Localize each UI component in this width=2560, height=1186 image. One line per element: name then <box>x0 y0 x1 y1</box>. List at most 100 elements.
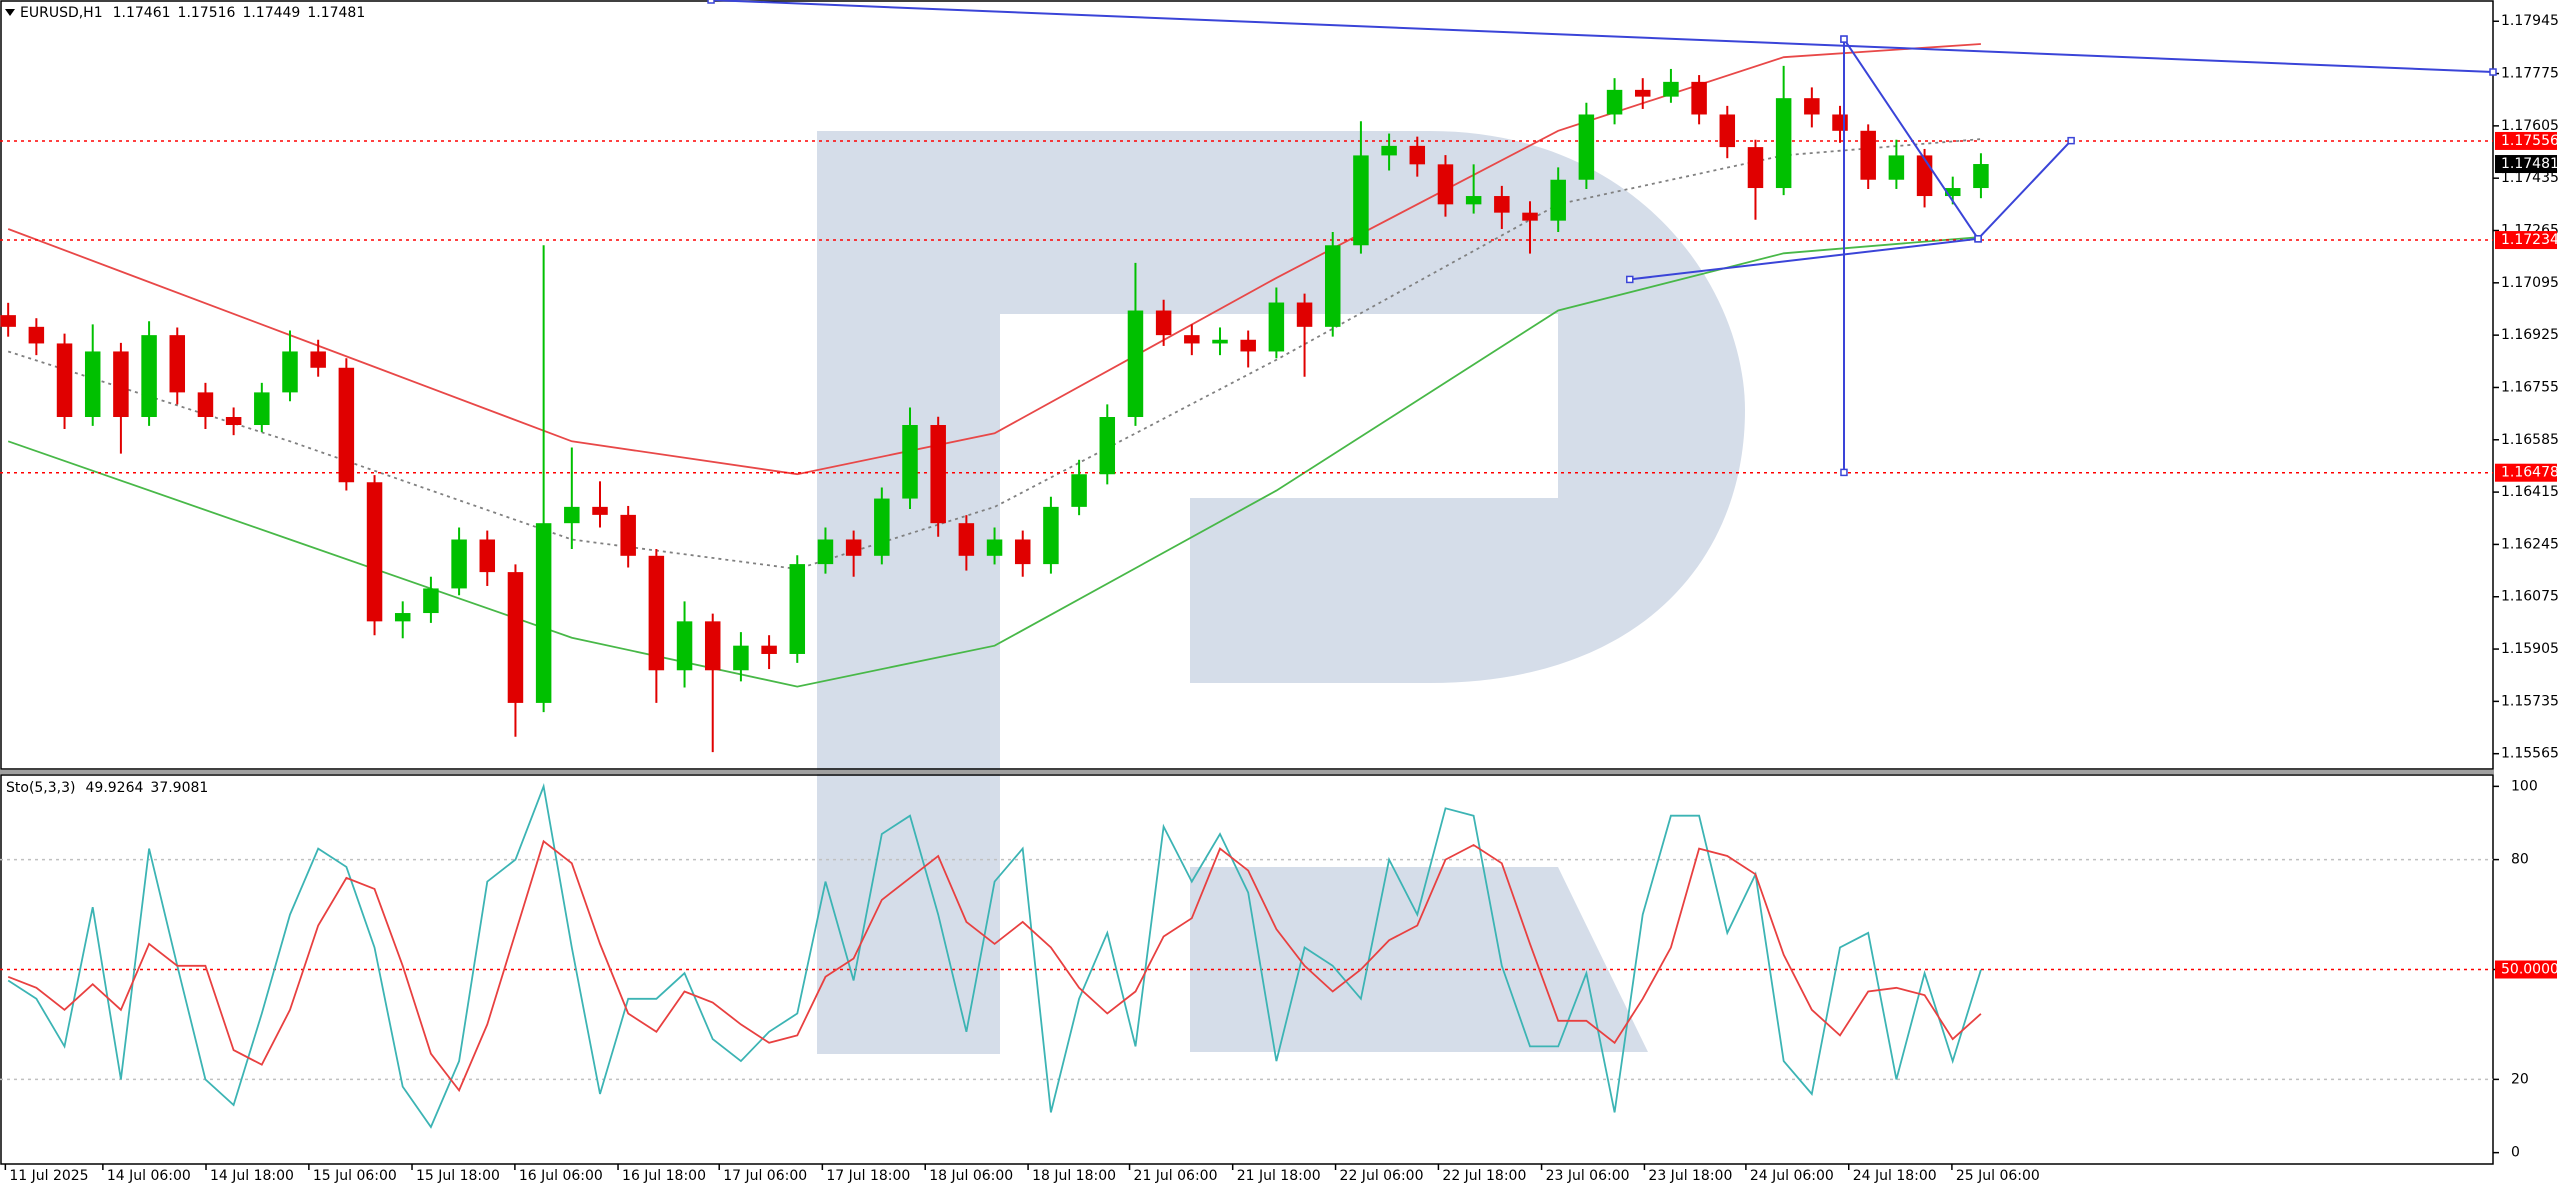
y-tick-label: 1.16245 <box>2501 536 2559 552</box>
x-tick-label: 24 Jul 06:00 <box>1750 1168 1834 1184</box>
candle-body <box>704 621 721 671</box>
candle-body <box>169 335 186 393</box>
candle-body <box>225 417 242 426</box>
menu-arrow <box>5 9 15 16</box>
y-tick-label: 1.16925 <box>2501 327 2559 343</box>
candle-body <box>761 645 777 654</box>
x-tick-label: 22 Jul 06:00 <box>1340 1168 1424 1184</box>
candle-body <box>1719 114 1736 148</box>
x-tick-label: 18 Jul 06:00 <box>929 1168 1013 1184</box>
y-tick-label: 1.17435 <box>2501 170 2559 186</box>
quote-value: 1.17481 <box>307 5 365 21</box>
candle-body <box>1127 310 1144 418</box>
y-tick-label: 100 <box>2511 778 2538 794</box>
y-tick-label: 1.17605 <box>2501 118 2559 134</box>
candle-body <box>84 351 101 418</box>
candle-body <box>1634 89 1651 97</box>
x-tick-label: 23 Jul 18:00 <box>1648 1168 1732 1184</box>
x-tick-label: 15 Jul 18:00 <box>416 1168 500 1184</box>
y-tick-label: 1.17095 <box>2501 275 2559 291</box>
candle-body <box>564 506 580 524</box>
candle-body <box>1324 245 1341 327</box>
moving-average <box>7 236 1981 688</box>
x-tick-label: 14 Jul 06:00 <box>107 1168 191 1184</box>
candle-body <box>1747 147 1764 189</box>
x-tick-label: 11 Jul 2025 <box>9 1168 88 1184</box>
candle-body <box>28 326 45 344</box>
x-tick-label: 24 Jul 18:00 <box>1853 1168 1937 1184</box>
x-tick-label: 16 Jul 18:00 <box>622 1168 706 1184</box>
y-tick-label: 1.16755 <box>2501 379 2559 395</box>
y-tick-label: 1.16585 <box>2501 432 2559 448</box>
moving-average <box>7 138 1981 570</box>
trend-line <box>710 0 2494 73</box>
last-price-box <box>2495 155 2557 174</box>
candle-body <box>451 539 467 589</box>
main-panel-frame <box>0 0 2494 770</box>
watermark-bowl <box>1000 131 1745 683</box>
candle-body <box>1381 145 1397 156</box>
x-tick-label: 14 Jul 18:00 <box>210 1168 294 1184</box>
candle-body <box>1043 506 1059 565</box>
candle-body <box>141 335 157 418</box>
candle-body <box>1071 474 1087 507</box>
candle-body <box>310 351 326 368</box>
moving-average <box>7 43 1981 476</box>
candle-body <box>1437 164 1454 205</box>
watermark-leg <box>1190 867 1648 1052</box>
candle-body <box>1691 81 1707 115</box>
candle-body <box>1240 339 1256 352</box>
y-tick-label: 80 <box>2511 852 2529 868</box>
candle-body <box>648 555 665 671</box>
candle-body <box>1353 155 1369 246</box>
candle-body <box>1465 196 1482 205</box>
trend-line <box>1843 38 1979 240</box>
x-tick-label: 21 Jul 18:00 <box>1237 1168 1321 1184</box>
watermark-stem <box>817 131 1000 1054</box>
trend-anchor <box>2067 136 2075 145</box>
candle-body <box>113 351 129 418</box>
candle-body <box>1099 417 1116 475</box>
panel-separator <box>0 770 2494 774</box>
y-tick-label: 1.17945 <box>2501 13 2559 29</box>
candle-body <box>733 645 749 671</box>
candle-body <box>1184 335 1200 344</box>
candle-body <box>817 539 834 565</box>
level-price-box <box>2495 463 2557 482</box>
candle-body <box>930 425 946 524</box>
y-tick-label: 1.15565 <box>2501 746 2559 762</box>
y-tick-label: 1.15905 <box>2501 641 2559 657</box>
y-tick-label: 0 <box>2511 1145 2520 1161</box>
candle-body <box>1916 155 1933 197</box>
x-tick-label: 15 Jul 06:00 <box>313 1168 397 1184</box>
candle-body <box>197 392 214 418</box>
y-tick-label: 1.16075 <box>2501 589 2559 605</box>
candle-body <box>958 523 975 556</box>
candle-body <box>394 613 411 622</box>
candle-body <box>338 367 355 483</box>
x-tick-label: 23 Jul 06:00 <box>1546 1168 1630 1184</box>
candle-body <box>1804 98 1820 115</box>
x-tick-label: 22 Jul 18:00 <box>1442 1168 1526 1184</box>
candle-body <box>282 351 298 393</box>
x-tick-label: 17 Jul 06:00 <box>723 1168 807 1184</box>
y-tick-label: 50.0000 <box>2501 962 2559 978</box>
level-price-box <box>2495 131 2557 150</box>
watermark <box>817 131 1745 1054</box>
x-tick-label: 21 Jul 06:00 <box>1134 1168 1218 1184</box>
last-price-label: 1.17481 <box>2501 156 2559 172</box>
candle-body <box>592 506 608 515</box>
candle-body <box>1014 539 1031 565</box>
trend-anchor <box>707 0 715 4</box>
candle-body <box>0 315 16 327</box>
candle-body <box>1973 164 1989 189</box>
indicator-title: EURUSD,H1 <box>20 5 103 21</box>
x-tick-label: 16 Jul 06:00 <box>519 1168 603 1184</box>
candle-body <box>789 564 806 654</box>
candle-body <box>902 425 918 499</box>
candle-body <box>874 498 890 556</box>
level-price-label: 1.17234 <box>2501 232 2559 248</box>
y-tick-label: 1.16415 <box>2501 484 2559 500</box>
x-tick-label: 17 Jul 18:00 <box>826 1168 910 1184</box>
